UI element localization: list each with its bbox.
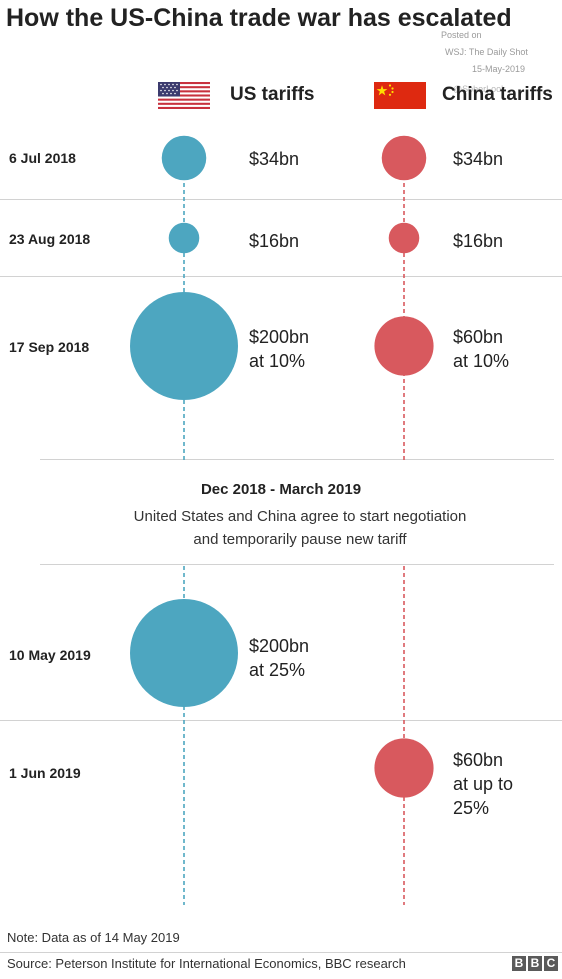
china-tariff-bubble — [374, 738, 434, 798]
china-rate-label: at up to — [453, 774, 514, 794]
bbc-logo-letter: B — [528, 956, 542, 971]
footnote: Note: Data as of 14 May 2019 — [7, 930, 180, 945]
event-date: 23 Aug 2018 — [9, 231, 91, 247]
china-value-label: $60bn — [453, 327, 504, 347]
china-tariff-bubble — [374, 316, 434, 376]
us-tariffs-heading: US tariffs — [230, 84, 315, 105]
watermark-posted-on: Posted on — [441, 30, 482, 40]
china-value-label: $34bn — [453, 149, 504, 169]
footer-divider — [0, 952, 562, 953]
row-divider — [0, 276, 562, 277]
china-rate-label: at 10% — [453, 351, 510, 371]
event-date: 6 Jul 2018 — [9, 150, 76, 166]
source-line: Source: Peterson Institute for Internati… — [7, 956, 406, 971]
china-flag-icon — [374, 82, 426, 109]
us-tariff-bubble — [130, 292, 238, 400]
us-value-label: $16bn — [249, 231, 300, 251]
watermark-handle: @SoberLook — [453, 84, 506, 94]
event-date: 10 May 2019 — [9, 647, 91, 663]
us-tariff-bubble — [168, 222, 200, 254]
pause-text-line: United States and China agree to start n… — [133, 508, 467, 525]
row-divider — [0, 720, 562, 721]
bbc-logo-letter: B — [512, 956, 526, 971]
event-date: 1 Jun 2019 — [9, 765, 81, 781]
china-value-label: $16bn — [453, 231, 504, 251]
pause-divider-bottom — [40, 564, 554, 565]
row-divider — [0, 199, 562, 200]
china-tariff-bubble — [388, 222, 420, 254]
page-title: How the US-China trade war has escalated — [6, 4, 512, 32]
china-value-label: $60bn — [453, 750, 504, 770]
china-tariffs-heading: China tariffs — [442, 84, 553, 105]
us-rate-label: at 10% — [249, 351, 306, 371]
pause-text-line: and temporarily pause new tariff — [193, 531, 407, 548]
us-flag-icon — [158, 82, 210, 109]
us-tariff-bubble — [161, 135, 207, 181]
us-value-label: $200bn — [249, 327, 310, 347]
bbc-logo-letter: C — [544, 956, 558, 971]
watermark-source: WSJ: The Daily Shot — [445, 47, 528, 57]
bbc-logo: B B C — [512, 956, 558, 971]
watermark-date: 15-May-2019 — [472, 64, 526, 74]
event-date: 17 Sep 2018 — [9, 339, 90, 355]
us-value-label: $34bn — [249, 149, 300, 169]
us-rate-label: at 25% — [249, 660, 306, 680]
pause-period-text: United States and China agree to start n… — [0, 505, 562, 551]
china-tariff-bubble — [381, 135, 427, 181]
us-value-label: $200bn — [249, 636, 310, 656]
pause-divider-top — [40, 459, 554, 460]
china-rate-label: 25% — [453, 798, 490, 818]
pause-period-title: Dec 2018 - March 2019 — [200, 481, 362, 498]
us-tariff-bubble — [130, 599, 238, 707]
